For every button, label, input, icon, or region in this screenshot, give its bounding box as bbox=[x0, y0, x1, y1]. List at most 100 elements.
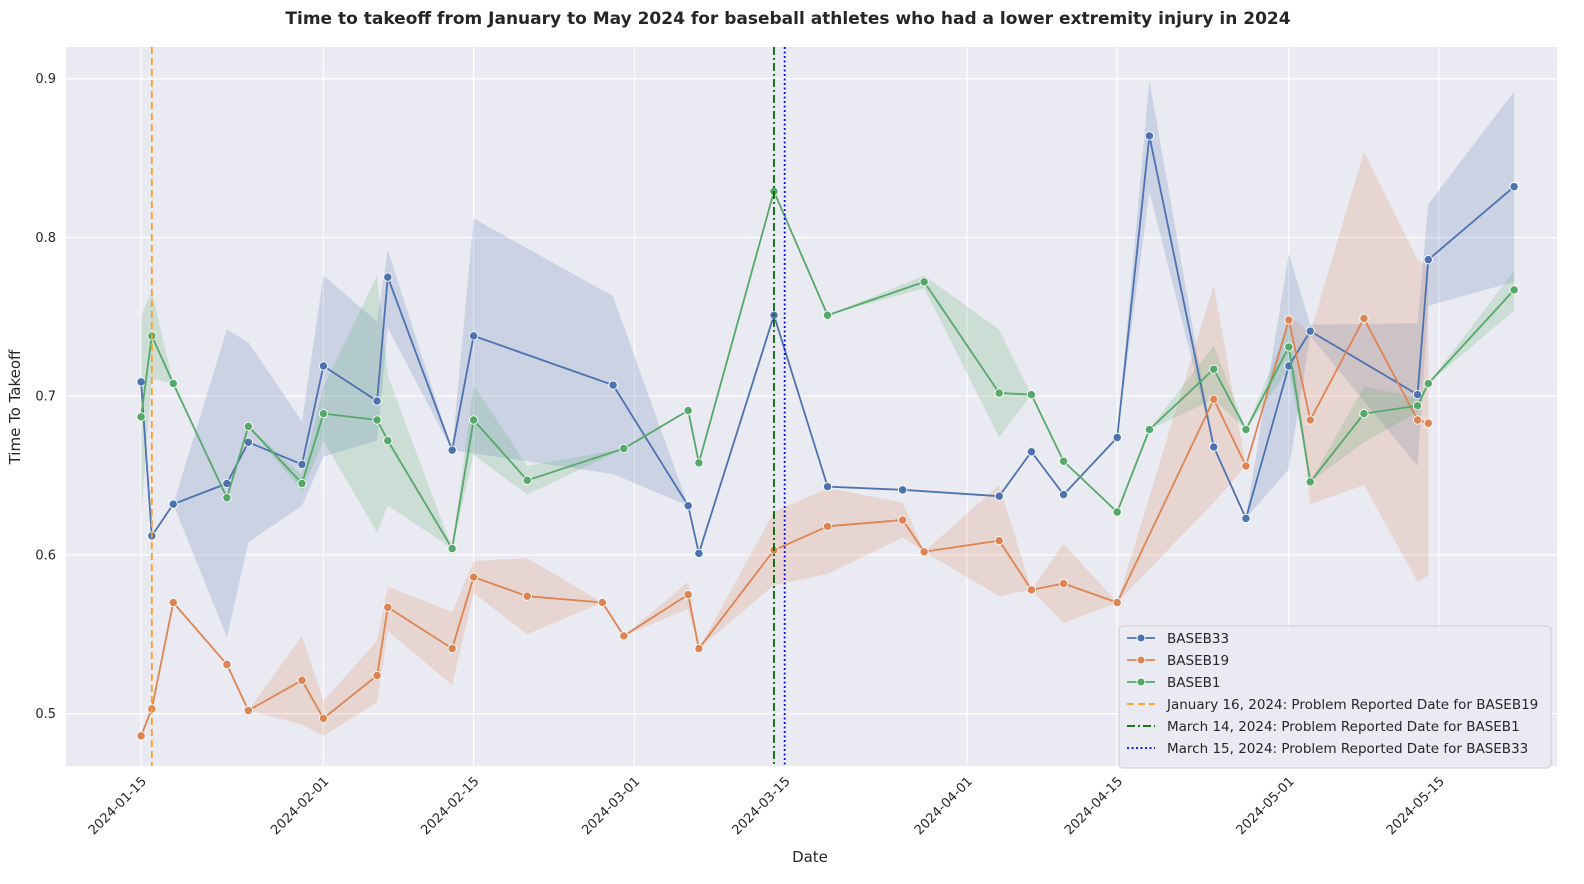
data-point bbox=[318, 713, 329, 724]
confidence-band bbox=[1428, 270, 1515, 384]
data-point bbox=[318, 361, 329, 371]
data-point bbox=[1359, 408, 1369, 419]
confidence-band bbox=[452, 218, 689, 506]
data-point bbox=[1305, 477, 1315, 487]
confidence-band bbox=[1245, 151, 1429, 582]
data-point bbox=[694, 643, 704, 654]
confidence-band bbox=[248, 558, 603, 736]
data-point bbox=[1359, 313, 1369, 324]
confidence-band bbox=[623, 581, 699, 649]
data-point bbox=[1509, 285, 1519, 295]
data-point bbox=[919, 277, 929, 287]
data-point bbox=[468, 572, 479, 582]
data-point bbox=[683, 589, 693, 600]
data-point bbox=[898, 485, 908, 495]
confidence-band bbox=[827, 275, 1032, 438]
y-tick-label: 0.7 bbox=[35, 390, 56, 405]
data-point bbox=[822, 310, 833, 320]
y-tick-label: 0.8 bbox=[35, 231, 56, 246]
data-point bbox=[683, 501, 693, 511]
data-point bbox=[297, 459, 307, 470]
data-point bbox=[1112, 597, 1122, 608]
data-point bbox=[136, 412, 146, 422]
data-point bbox=[243, 437, 254, 447]
legend-label: BASEB1 bbox=[1167, 675, 1220, 691]
data-point bbox=[1412, 415, 1423, 425]
data-point bbox=[1058, 489, 1069, 500]
confidence-band bbox=[1117, 80, 1214, 447]
data-point bbox=[383, 602, 393, 612]
legend-label: BASEB33 bbox=[1167, 631, 1229, 647]
y-axis-label: Time To Takeoff bbox=[6, 349, 24, 465]
data-point bbox=[318, 408, 329, 419]
data-point bbox=[168, 499, 178, 509]
data-point bbox=[468, 415, 479, 425]
data-point bbox=[1423, 418, 1433, 428]
data-point bbox=[1026, 389, 1037, 400]
data-point bbox=[447, 643, 457, 654]
data-point bbox=[136, 377, 146, 387]
data-point bbox=[1509, 182, 1519, 192]
legend-label: March 14, 2024: Problem Reported Date fo… bbox=[1167, 719, 1520, 735]
data-point bbox=[608, 380, 618, 390]
data-point bbox=[1284, 342, 1294, 352]
data-point bbox=[1305, 415, 1315, 425]
data-point bbox=[297, 675, 307, 685]
data-point bbox=[1284, 315, 1294, 325]
data-point bbox=[619, 631, 629, 641]
confidence-band bbox=[1245, 324, 1311, 482]
legend-swatch-marker bbox=[1136, 655, 1146, 665]
data-point bbox=[1058, 578, 1069, 589]
data-point bbox=[1058, 456, 1069, 466]
data-point bbox=[994, 535, 1004, 546]
data-point bbox=[1026, 447, 1037, 457]
data-point bbox=[919, 547, 929, 557]
data-point bbox=[1144, 131, 1155, 141]
legend-box bbox=[1118, 625, 1552, 769]
data-point bbox=[597, 597, 607, 608]
data-point bbox=[1423, 255, 1433, 265]
legend-label: BASEB19 bbox=[1167, 653, 1229, 669]
y-tick-label: 0.6 bbox=[35, 548, 56, 563]
confidence-band bbox=[141, 291, 174, 519]
y-tick-label: 0.5 bbox=[35, 707, 56, 722]
data-point bbox=[136, 731, 146, 741]
data-point bbox=[822, 521, 833, 531]
confidence-band bbox=[1031, 543, 1118, 624]
data-point bbox=[1112, 507, 1122, 517]
data-point bbox=[1209, 364, 1219, 374]
data-point bbox=[822, 482, 833, 492]
data-point bbox=[222, 493, 232, 503]
data-point bbox=[243, 421, 254, 431]
data-point bbox=[1209, 442, 1219, 452]
data-point bbox=[168, 597, 178, 608]
data-point bbox=[1305, 326, 1315, 336]
confidence-band bbox=[1245, 91, 1515, 519]
data-point bbox=[297, 478, 307, 489]
data-point bbox=[898, 515, 908, 525]
data-point bbox=[1144, 424, 1155, 435]
chart-title: Time to takeoff from January to May 2024… bbox=[285, 9, 1290, 29]
confidence-band bbox=[924, 485, 1032, 597]
data-point bbox=[447, 445, 457, 455]
legend: BASEB33 BASEB19 BASEB1 January 16, 2024: Pr… bbox=[1118, 625, 1552, 769]
data-point bbox=[522, 475, 532, 485]
legend-label: January 16, 2024: Problem Reported Date … bbox=[1166, 697, 1538, 713]
data-point bbox=[1423, 378, 1433, 389]
data-point bbox=[372, 670, 382, 681]
data-point bbox=[243, 705, 254, 716]
data-point bbox=[383, 272, 393, 282]
y-tick-label: 0.9 bbox=[35, 72, 56, 87]
data-point bbox=[1209, 394, 1219, 405]
data-point bbox=[1241, 513, 1251, 524]
confidence-band bbox=[1117, 285, 1246, 603]
data-point bbox=[619, 443, 629, 454]
data-point bbox=[168, 378, 178, 389]
confidence-band bbox=[1149, 345, 1246, 430]
data-point bbox=[468, 331, 479, 341]
data-point bbox=[994, 388, 1004, 398]
legend-swatch-marker bbox=[1136, 633, 1146, 643]
data-point bbox=[522, 591, 532, 601]
data-point bbox=[383, 435, 393, 446]
